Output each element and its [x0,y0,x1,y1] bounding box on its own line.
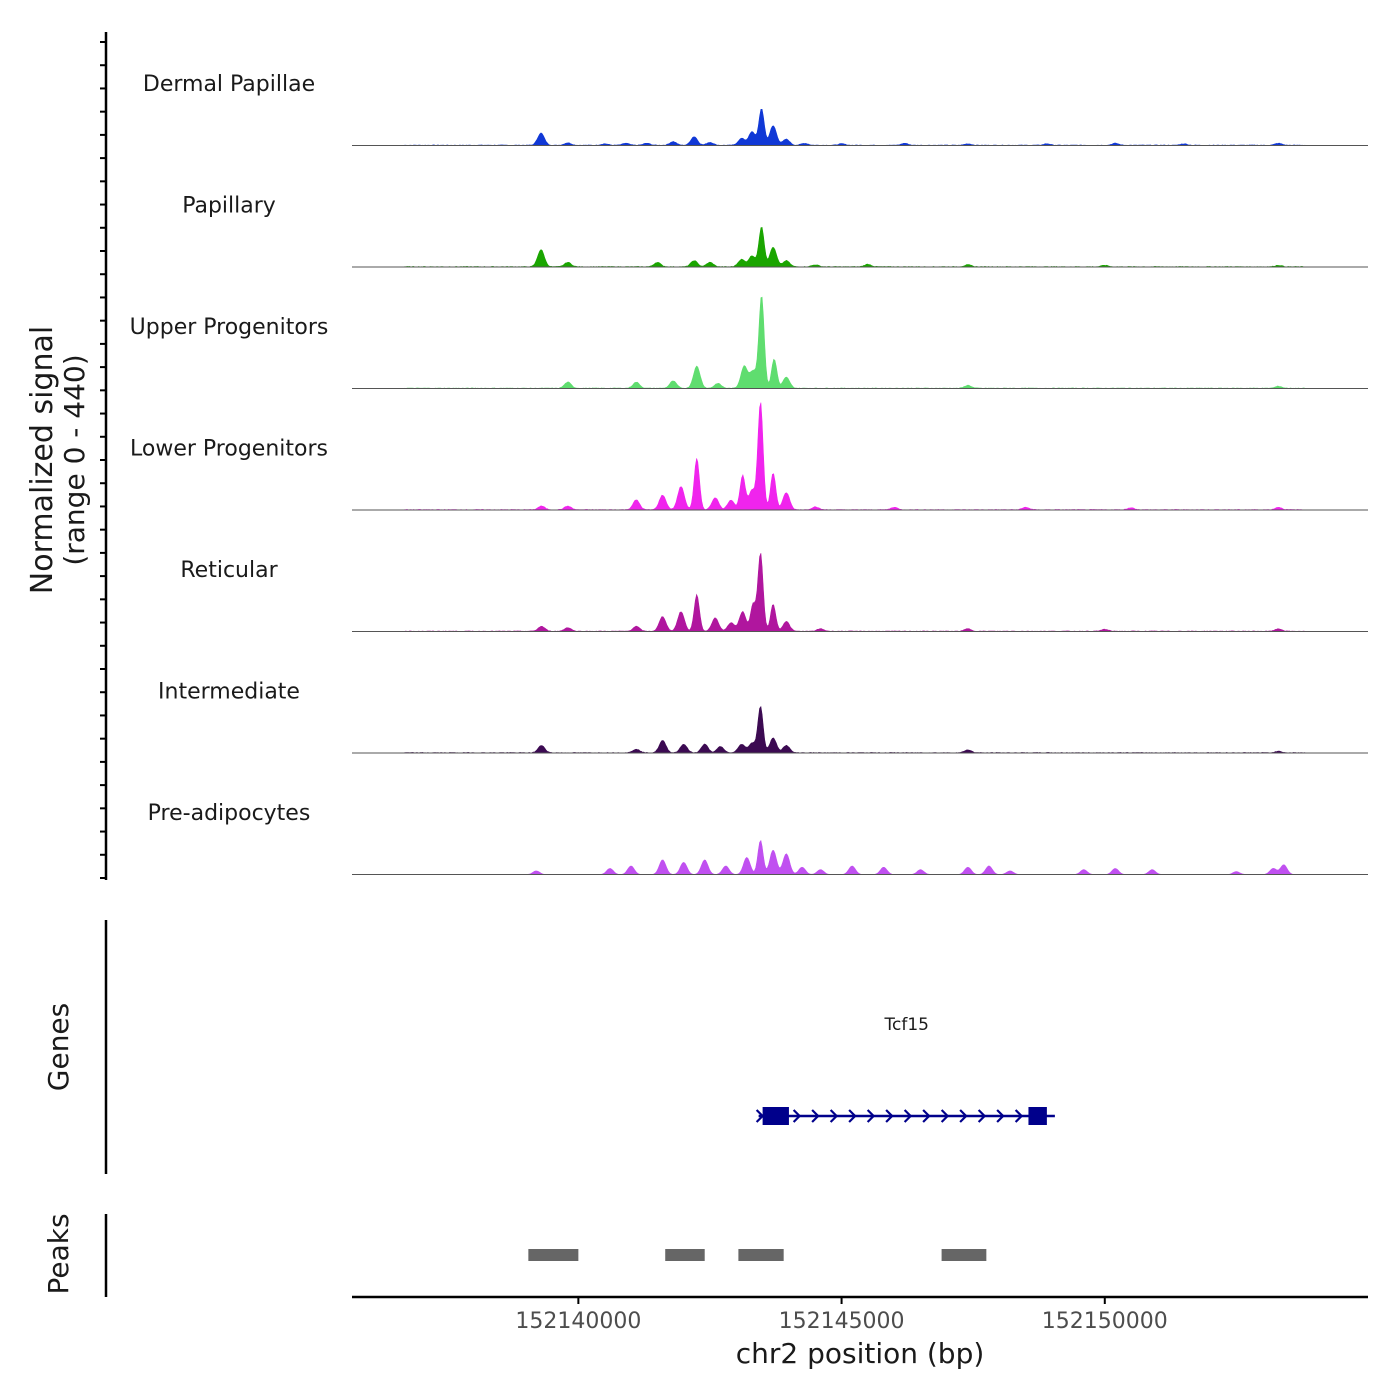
y-axis-label-line1: Normalized signal [25,326,60,594]
track-reticular: Reticular [180,553,1368,632]
track-label: Reticular [180,558,278,583]
signal-area [404,839,1305,875]
strand-arrow [829,1109,839,1123]
gene-exon [762,1107,789,1125]
strand-arrow [885,1109,894,1123]
strand-arrow [848,1109,857,1123]
strand-arrow [792,1109,802,1123]
strand-arrow [1014,1109,1024,1123]
strand-arrow [940,1109,950,1123]
peak-region [941,1249,987,1261]
strand-arrow [922,1109,931,1123]
strand-arrow [811,1109,820,1123]
track-label: Intermediate [158,680,300,705]
strand-arrow [866,1109,876,1123]
genes-panel-label: Genes [42,1003,75,1091]
gene-tcf15: Tcf15 [755,1015,1055,1125]
strand-arrow [996,1109,1005,1123]
track-label: Pre-adipocytes [148,801,311,826]
x-tick-label: 152145000 [779,1309,905,1334]
x-tick-label: 152140000 [515,1309,641,1334]
x-axis: 152140000 152145000 152150000 [352,1295,1368,1334]
strand-arrow [959,1109,968,1123]
track-label: Dermal Papillae [143,72,315,97]
track-label: Lower Progenitors [130,437,328,462]
track-lower-progenitors: Lower Progenitors [130,402,1368,511]
peaks-panel-label: Peaks [42,1213,75,1294]
signal-area [404,109,1306,146]
peak-region [738,1249,784,1261]
signal-area [404,227,1306,268]
genes-panel: Tcf15 [755,1015,1055,1125]
x-axis-title: chr2 position (bp) [736,1337,985,1370]
gene-exon [1028,1107,1047,1125]
peak-region [528,1249,579,1261]
strand-arrow [903,1109,913,1123]
signal-area [404,553,1306,632]
signal-area [404,402,1306,511]
signal-area [404,705,1306,754]
peak-region [665,1249,705,1261]
track-dermal-papillae: Dermal Papillae [143,72,1368,146]
strand-arrow [755,1109,765,1123]
signal-tracks-layer: Dermal Papillae Papillary Upper Progenitor… [130,72,1368,875]
track-label: Papillary [182,194,276,219]
x-tick-label: 152150000 [1042,1309,1168,1334]
y-axis-label-line2: (range 0 - 440) [58,354,91,565]
signal-area [404,296,1306,389]
axes-layer [100,32,108,1297]
strand-arrow [977,1109,987,1123]
track-intermediate: Intermediate [158,680,1368,754]
track-upper-progenitors: Upper Progenitors [130,296,1368,389]
track-label: Upper Progenitors [130,315,329,340]
track-pre-adipocytes: Pre-adipocytes [148,801,1368,875]
peaks-panel [528,1249,987,1261]
gene-label: Tcf15 [884,1015,929,1035]
track-papillary: Papillary [182,194,1368,268]
